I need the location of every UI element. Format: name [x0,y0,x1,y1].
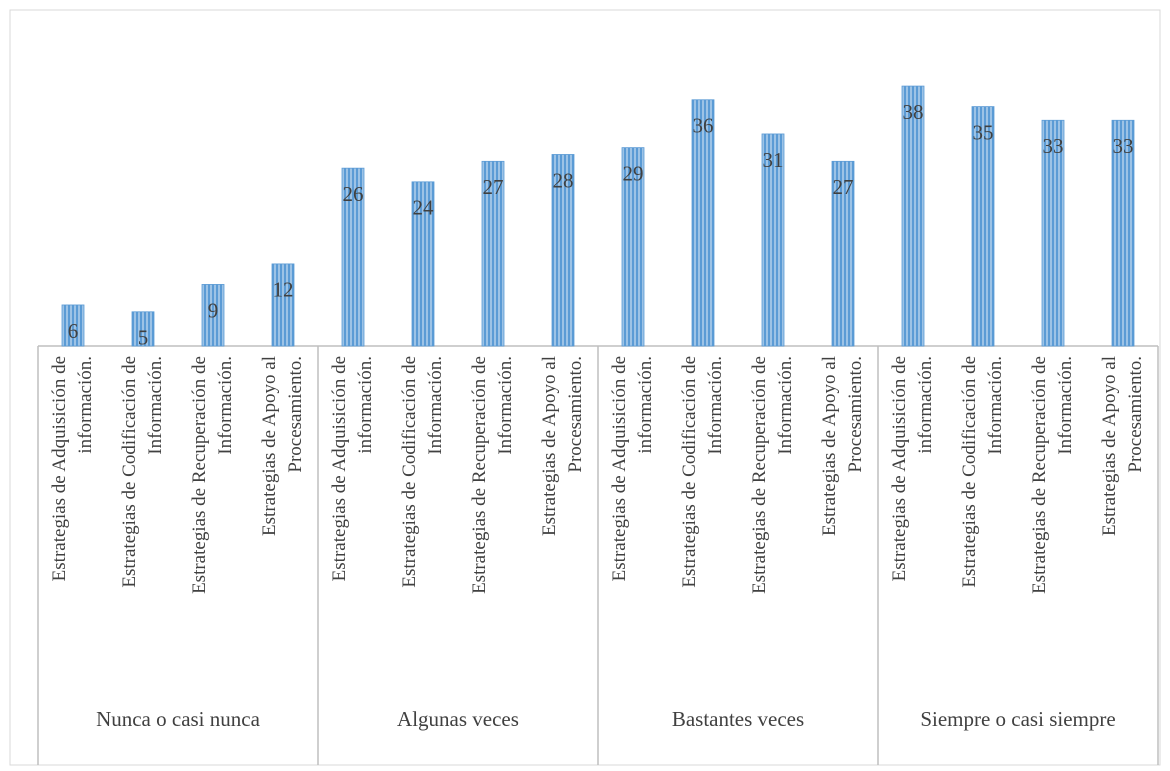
category-label: Estrategias de Apoyo al Procesamiento. [819,356,866,536]
value-label: 26 [343,182,364,206]
category-label: Estrategias de Recuperación de Informaci… [749,356,796,594]
category-label: Estrategias de Adquisición de informació… [609,356,656,582]
value-label: 9 [208,298,219,322]
category-label: Estrategias de Recuperación de Informaci… [469,356,516,594]
value-label: 31 [763,148,784,172]
value-label: 38 [903,100,924,124]
bar [901,85,925,347]
bar [621,147,645,347]
value-label: 27 [833,175,854,199]
bar [341,167,365,347]
group-label: Bastantes veces [671,707,805,731]
bar [971,106,995,347]
value-label: 33 [1113,134,1134,158]
bar [691,99,715,347]
bar [831,160,855,347]
bar [551,154,575,347]
value-label: 27 [483,175,504,199]
category-label: Estrategias de Codificación de Informaci… [679,356,726,588]
bar [131,311,155,347]
value-label: 35 [973,120,994,144]
category-label: Estrategias de Apoyo al Procesamiento. [259,356,306,536]
group-label: Algunas veces [397,707,519,731]
value-label: 29 [623,161,644,185]
group-label: Siempre o casi siempre [920,707,1116,731]
bar [411,181,435,347]
bar [761,133,785,347]
chart-frame [9,9,1161,766]
category-label: Estrategias de Apoyo al Procesamiento. [539,356,586,536]
category-label: Estrategias de Adquisición de informació… [889,356,936,582]
bar [481,160,505,347]
category-label: Estrategias de Recuperación de Informaci… [1029,356,1076,594]
bar [201,284,225,347]
value-label: 5 [138,326,149,350]
category-label: Estrategias de Recuperación de Informaci… [189,356,236,594]
value-label: 6 [68,319,79,343]
bar [1111,119,1135,347]
category-label: Estrategias de Codificación de Informaci… [959,356,1006,588]
bar [271,263,295,347]
category-label: Estrategias de Codificación de Informaci… [119,356,166,588]
category-label: Estrategias de Adquisición de informació… [329,356,376,582]
value-label: 36 [693,114,714,138]
category-label: Estrategias de Codificación de Informaci… [399,356,446,588]
category-label: Estrategias de Apoyo al Procesamiento. [1099,356,1146,536]
value-label: 28 [553,168,574,192]
bar [1041,119,1065,347]
value-label: 24 [413,196,435,220]
value-label: 12 [273,278,294,302]
value-label: 33 [1043,134,1064,158]
category-label: Estrategias de Adquisición de informació… [49,356,96,582]
bar [61,304,85,347]
group-label: Nunca o casi nunca [96,707,260,731]
